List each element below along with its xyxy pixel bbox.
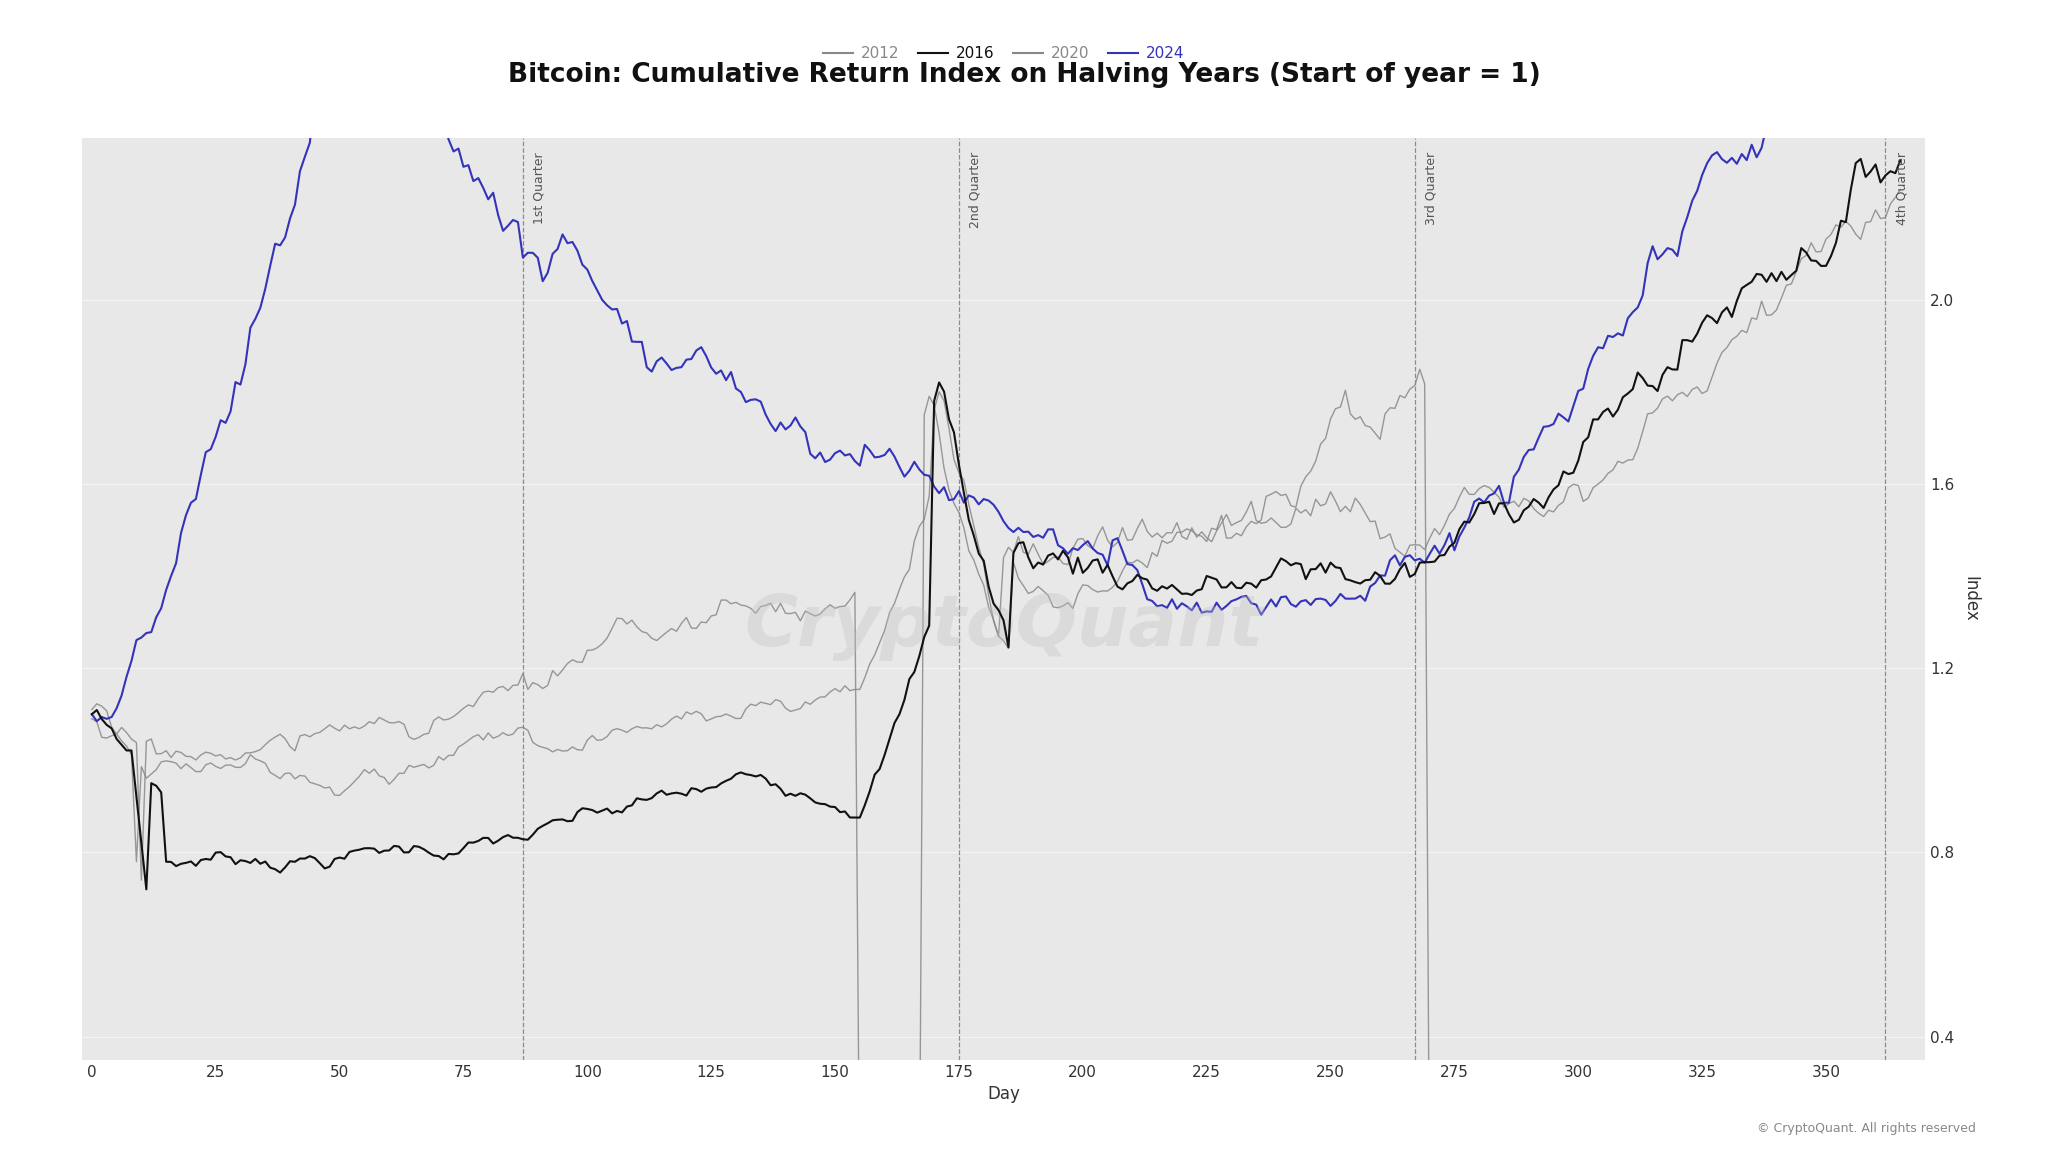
X-axis label: Day: Day — [987, 1085, 1020, 1104]
Text: CryptoQuant: CryptoQuant — [743, 592, 1264, 661]
Text: © CryptoQuant. All rights reserved: © CryptoQuant. All rights reserved — [1757, 1122, 1976, 1135]
Text: Bitcoin: Cumulative Return Index on Halving Years (Start of year = 1): Bitcoin: Cumulative Return Index on Halv… — [508, 62, 1540, 88]
Text: 3rd Quarter: 3rd Quarter — [1425, 152, 1438, 225]
Text: 2nd Quarter: 2nd Quarter — [969, 152, 981, 228]
Text: 4th Quarter: 4th Quarter — [1894, 152, 1909, 225]
Legend: 2012, 2016, 2020, 2024: 2012, 2016, 2020, 2024 — [817, 40, 1190, 67]
Y-axis label: Index: Index — [1962, 576, 1978, 622]
Text: 1st Quarter: 1st Quarter — [532, 152, 547, 223]
